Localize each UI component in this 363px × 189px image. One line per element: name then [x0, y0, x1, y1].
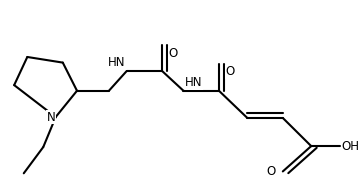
Text: O: O: [168, 47, 178, 60]
Text: HN: HN: [107, 56, 125, 69]
Text: O: O: [225, 65, 234, 78]
Text: OH: OH: [341, 140, 359, 153]
Text: N: N: [47, 111, 56, 124]
Text: HN: HN: [185, 76, 203, 89]
Text: O: O: [266, 165, 276, 178]
